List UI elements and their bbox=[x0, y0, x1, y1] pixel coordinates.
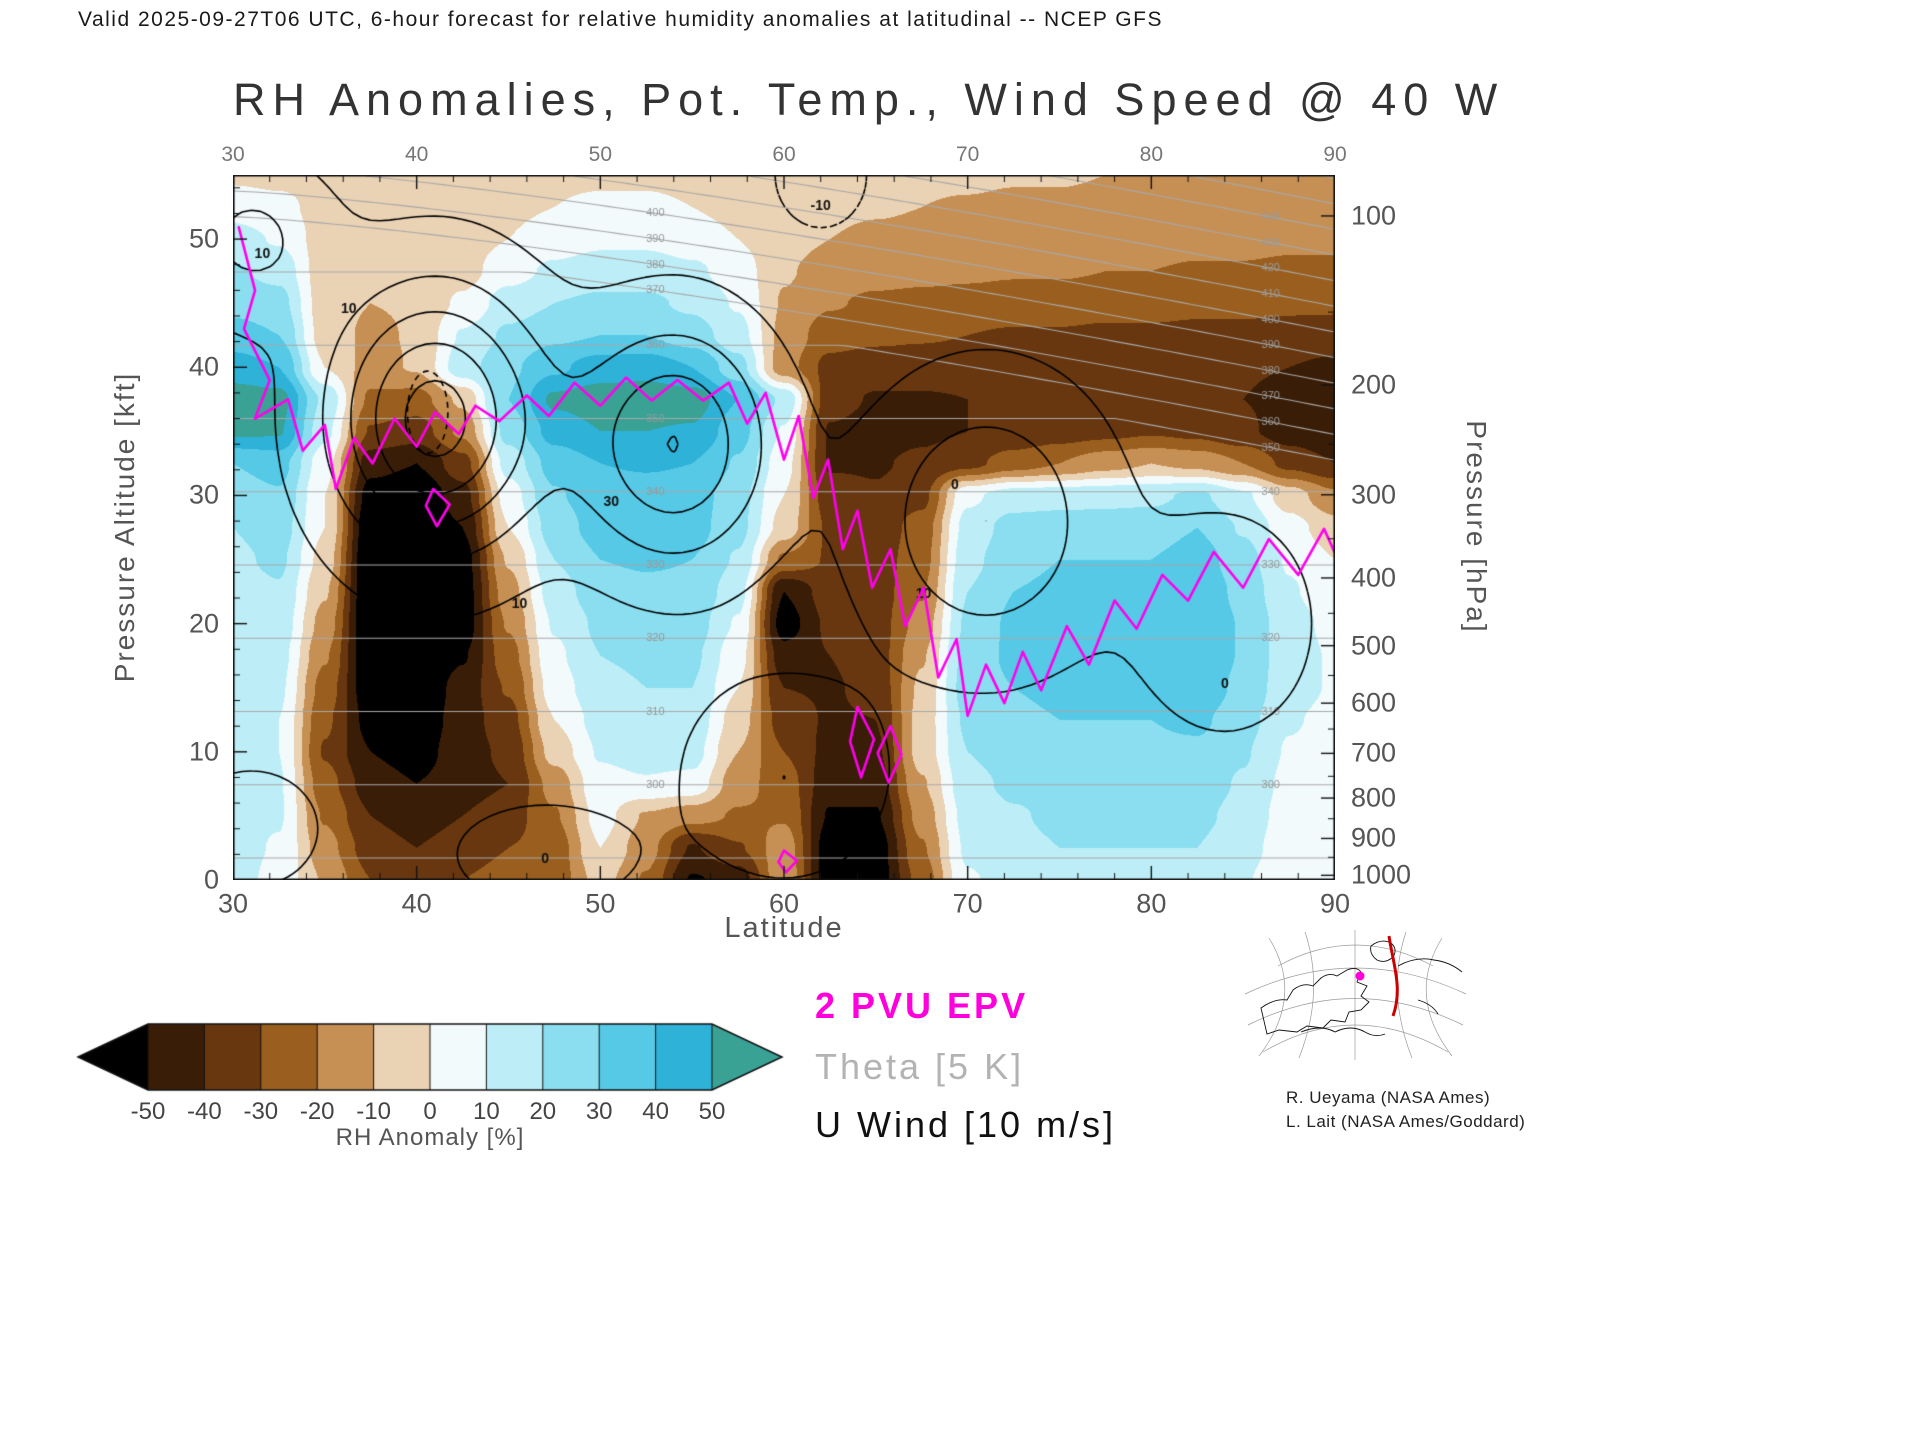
colorbar-tick--40: -40 bbox=[187, 1098, 222, 1125]
x-tick-top-60: 60 bbox=[772, 143, 796, 166]
y-tick-hpa-800: 800 bbox=[1351, 782, 1397, 813]
colorbar-tick--20: -20 bbox=[299, 1098, 335, 1125]
y-tick-kft-30: 30 bbox=[188, 479, 219, 510]
colorbar-title: RH Anomaly [%] bbox=[335, 1124, 525, 1151]
inset-graticule bbox=[1244, 930, 1467, 1060]
colorbar-tick-50: 50 bbox=[698, 1098, 726, 1125]
credit-line-2: L. Lait (NASA Ames/Goddard) bbox=[1286, 1112, 1526, 1131]
y-tick-hpa-600: 600 bbox=[1351, 687, 1397, 718]
inset-map bbox=[1244, 930, 1467, 1060]
colorbar-tick--50: -50 bbox=[130, 1098, 166, 1125]
y-tick-hpa-200: 200 bbox=[1351, 369, 1397, 400]
x-tick-bottom-90: 90 bbox=[1319, 888, 1351, 919]
x-tick-bottom-60: 60 bbox=[768, 888, 800, 919]
inset-coastlines bbox=[1260, 940, 1463, 1037]
colorbar-canvas bbox=[75, 1022, 787, 1094]
y-tick-hpa-100: 100 bbox=[1351, 200, 1397, 231]
legend-epv: 2 PVU EPV bbox=[815, 985, 1029, 1026]
valid-time-header: Valid 2025-09-27T06 UTC, 6-hour forecast… bbox=[78, 8, 1163, 31]
cross-section-plot-canvas bbox=[233, 175, 1335, 880]
colorbar-tick-20: 20 bbox=[529, 1098, 557, 1125]
y-axis-right-title: Pressure [hPa] bbox=[1461, 420, 1492, 634]
y-tick-kft-10: 10 bbox=[188, 736, 219, 767]
y-tick-hpa-400: 400 bbox=[1351, 562, 1397, 593]
x-tick-top-50: 50 bbox=[588, 143, 613, 166]
y-tick-kft-0: 0 bbox=[203, 864, 219, 895]
y-tick-hpa-1000: 1000 bbox=[1351, 859, 1412, 890]
credit-line-1: R. Ueyama (NASA Ames) bbox=[1286, 1088, 1491, 1107]
x-tick-bottom-50: 50 bbox=[585, 888, 616, 919]
x-axis-title: Latitude bbox=[724, 912, 844, 944]
x-tick-bottom-70: 70 bbox=[952, 888, 983, 919]
y-tick-hpa-700: 700 bbox=[1351, 737, 1397, 768]
x-tick-top-90: 90 bbox=[1323, 143, 1347, 166]
x-tick-top-30: 30 bbox=[221, 143, 245, 166]
colorbar-tick--30: -30 bbox=[243, 1098, 279, 1125]
x-tick-bottom-30: 30 bbox=[217, 888, 249, 919]
colorbar-tick-30: 30 bbox=[585, 1098, 613, 1125]
y-tick-hpa-900: 900 bbox=[1351, 822, 1397, 853]
y-tick-kft-50: 50 bbox=[188, 223, 219, 254]
colorbar-tick--10: -10 bbox=[356, 1098, 391, 1125]
flight-track bbox=[1387, 935, 1399, 1017]
y-axis-left-title: Pressure Altitude [kft] bbox=[109, 371, 140, 683]
x-tick-top-40: 40 bbox=[404, 143, 429, 166]
legend-theta: Theta [5 K] bbox=[815, 1046, 1025, 1087]
x-tick-bottom-80: 80 bbox=[1136, 888, 1167, 919]
y-tick-kft-40: 40 bbox=[188, 351, 219, 382]
location-marker bbox=[1355, 971, 1365, 981]
colorbar-tick-0: 0 bbox=[423, 1098, 437, 1125]
colorbar-tick-10: 10 bbox=[473, 1098, 500, 1125]
y-tick-kft-20: 20 bbox=[188, 608, 219, 639]
legend-wind: U Wind [10 m/s] bbox=[815, 1104, 1117, 1145]
y-tick-hpa-500: 500 bbox=[1351, 630, 1397, 661]
x-tick-top-80: 80 bbox=[1139, 143, 1164, 166]
colorbar-tick-40: 40 bbox=[642, 1098, 669, 1125]
y-tick-hpa-300: 300 bbox=[1351, 479, 1397, 510]
x-tick-top-70: 70 bbox=[955, 143, 980, 166]
x-tick-bottom-40: 40 bbox=[401, 888, 432, 919]
plot-title: RH Anomalies, Pot. Temp., Wind Speed @ 4… bbox=[233, 74, 1505, 125]
